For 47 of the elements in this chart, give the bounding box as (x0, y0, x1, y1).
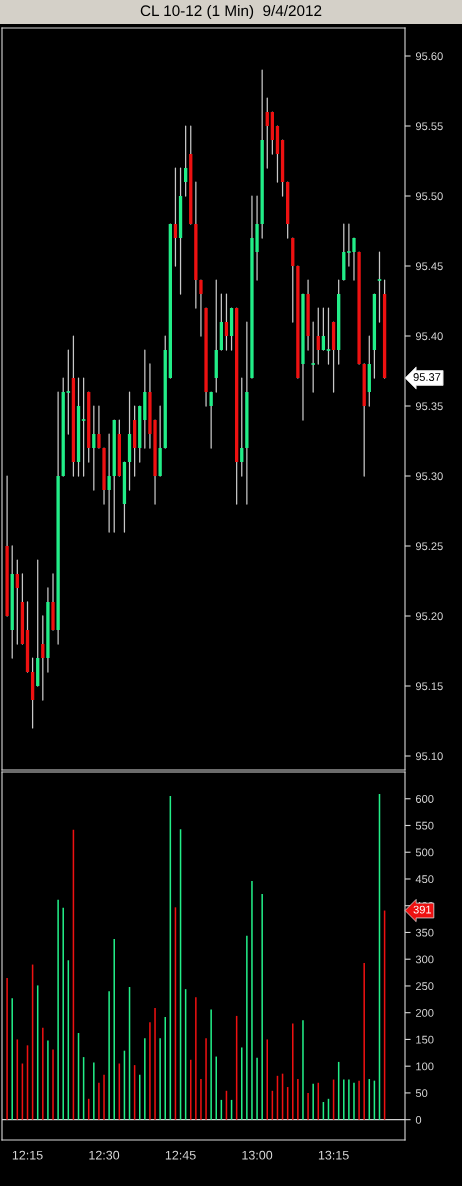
y-tick-label: 95.30 (415, 472, 443, 481)
y-tick-label: 95.40 (415, 332, 443, 341)
y-tick-label: 450 (415, 875, 434, 884)
candlestick (41, 615, 45, 701)
candlestick (310, 321, 316, 393)
y-tick-label: 600 (415, 795, 434, 803)
y-tick-label: 50 (415, 1089, 428, 1098)
candlestick (199, 279, 203, 337)
y-tick-label: 350 (415, 928, 434, 937)
x-tick-label: 12:30 (89, 1150, 120, 1160)
y-tick-label: 0 (415, 1115, 422, 1124)
x-tick-label: 12:15 (12, 1150, 43, 1160)
chart-title: CL 10-12 (1 Min) 9/4/2012 (140, 4, 322, 20)
candlestick (15, 559, 19, 645)
y-tick-label: 95.45 (415, 262, 443, 271)
candlestick (209, 391, 213, 449)
y-tick-label: 95.50 (415, 192, 443, 201)
candlestick (321, 307, 326, 351)
candlestick (224, 293, 229, 351)
x-tick-label: 13:00 (242, 1150, 273, 1160)
y-tick-label: 150 (416, 1035, 434, 1044)
candlestick (240, 377, 244, 477)
y-tick-label: 95.10 (415, 752, 443, 761)
candlestick (65, 349, 71, 435)
y-tick-label: 100 (416, 1062, 434, 1071)
candlestick (97, 405, 101, 449)
y-tick-label: 95.60 (415, 52, 443, 61)
candlestick (107, 433, 111, 533)
y-tick-label: 200 (415, 1008, 434, 1017)
y-tick-label: 95.20 (415, 612, 443, 621)
y-tick-label: 95.25 (415, 542, 443, 551)
y-tick-label: 95.15 (415, 682, 443, 691)
candlestick (173, 167, 178, 267)
x-tick-label: 13:15 (318, 1150, 349, 1160)
candlestick (346, 223, 352, 267)
y-tick-label: 550 (415, 821, 434, 830)
candlestick (265, 97, 269, 169)
y-tick-label: 95.35 (415, 402, 443, 411)
annotation: 95.37 (413, 373, 441, 381)
y-tick-label: 500 (415, 848, 434, 857)
candlestick (183, 125, 188, 197)
x-tick-label: 12:45 (165, 1150, 196, 1160)
y-tick-label: 250 (415, 982, 434, 991)
candlestick (316, 307, 320, 365)
y-tick-label: 300 (415, 955, 434, 964)
y-tick-label: 95.55 (415, 122, 443, 131)
candlestick (92, 405, 96, 491)
